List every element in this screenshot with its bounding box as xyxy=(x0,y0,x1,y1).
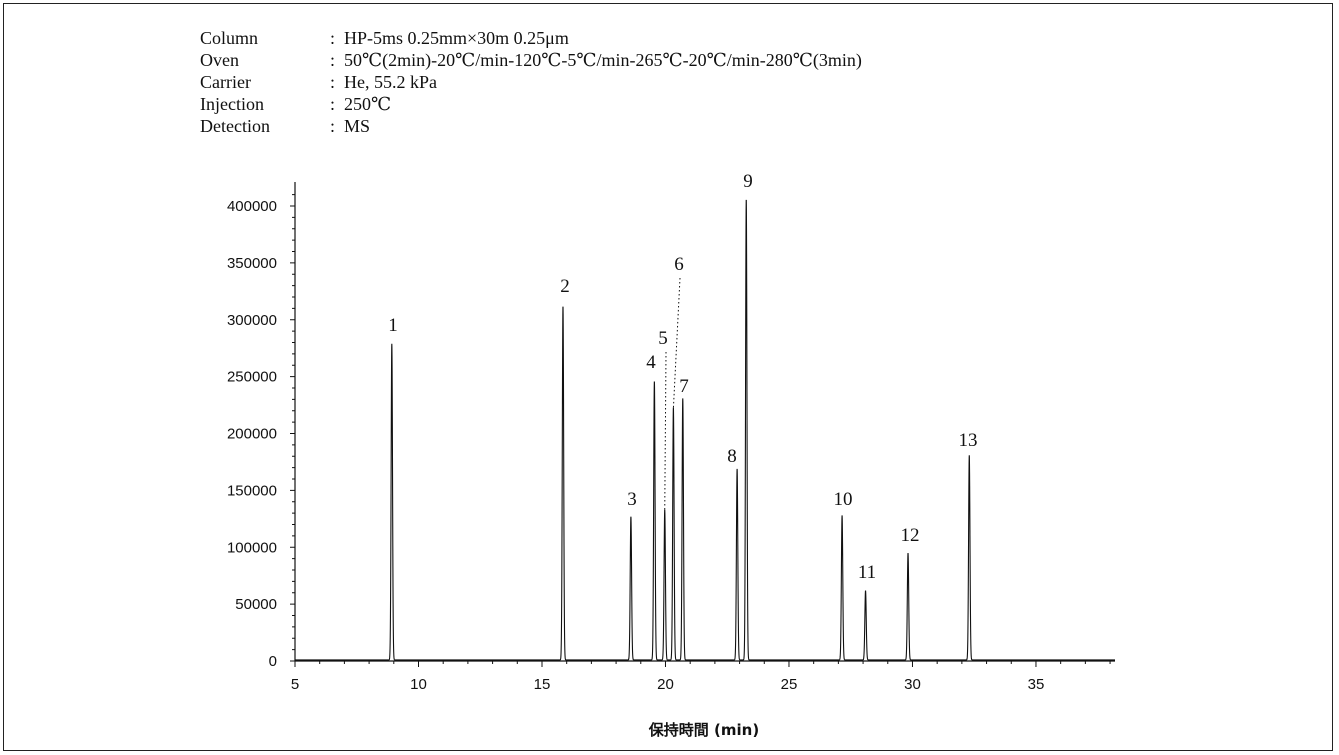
condition-separator: : xyxy=(330,94,336,114)
condition-separator: : xyxy=(330,72,336,92)
condition-label: Oven xyxy=(200,50,239,70)
peak-label-2: 2 xyxy=(560,276,570,297)
x-tick-label: 15 xyxy=(534,676,551,693)
condition-label: Column xyxy=(200,28,259,48)
peak-label-13: 13 xyxy=(959,430,978,451)
y-tick-label: 400000 xyxy=(227,198,277,215)
x-tick-label: 20 xyxy=(657,676,674,693)
analysis-conditions: Column : HP-5ms 0.25mm×30m 0.25μm Oven :… xyxy=(200,27,862,137)
y-tick-label: 0 xyxy=(269,653,277,670)
peak-label-5: 5 xyxy=(658,328,668,349)
peak-5-leader xyxy=(664,351,667,511)
condition-label: Injection xyxy=(200,94,264,114)
peak-label-10: 10 xyxy=(834,489,853,510)
condition-carrier: Carrier : He, 55.2 kPa xyxy=(200,71,862,93)
peak-6-leader xyxy=(672,277,681,409)
condition-value: 50℃(2min)-20℃/min-120℃-5℃/min-265℃-20℃/m… xyxy=(344,50,862,70)
condition-separator: : xyxy=(330,116,336,136)
y-tick-label: 150000 xyxy=(227,482,277,499)
condition-separator: : xyxy=(330,28,336,48)
condition-value: 250℃ xyxy=(344,94,392,114)
peak-label-7: 7 xyxy=(679,376,689,397)
y-axis-ticks: 0 50000 100000 150000 200000 250000 300000 3500… xyxy=(227,194,295,670)
condition-injection: Injection : 250℃ xyxy=(200,93,862,115)
y-tick-label: 350000 xyxy=(227,255,277,272)
x-axis-label: 保持時間 (min) xyxy=(648,721,759,739)
x-tick-label: 5 xyxy=(291,676,299,693)
peak-label-1: 1 xyxy=(388,315,398,336)
chromatogram-trace xyxy=(295,199,1115,661)
condition-value: HP-5ms 0.25mm×30m 0.25μm xyxy=(344,28,569,48)
condition-detection: Detection : MS xyxy=(200,115,862,137)
y-tick-label: 300000 xyxy=(227,312,277,329)
condition-label: Detection xyxy=(200,116,270,136)
peak-label-3: 3 xyxy=(627,489,637,510)
chart-axes xyxy=(294,182,1115,662)
x-tick-label: 35 xyxy=(1028,676,1045,693)
x-tick-label: 10 xyxy=(410,676,427,693)
y-tick-label: 250000 xyxy=(227,369,277,386)
x-tick-label: 30 xyxy=(904,676,921,693)
condition-oven: Oven : 50℃(2min)-20℃/min-120℃-5℃/min-265… xyxy=(200,49,862,71)
figure-frame xyxy=(3,3,1333,751)
y-tick-label: 200000 xyxy=(227,426,277,443)
peak-leader-lines xyxy=(664,277,681,511)
peak-label-9: 9 xyxy=(743,171,753,192)
condition-value: He, 55.2 kPa xyxy=(344,72,437,92)
y-tick-label: 50000 xyxy=(235,596,277,613)
x-tick-label: 25 xyxy=(781,676,798,693)
peak-label-12: 12 xyxy=(901,525,920,546)
y-tick-label: 100000 xyxy=(227,539,277,556)
condition-column: Column : HP-5ms 0.25mm×30m 0.25μm xyxy=(200,27,862,49)
peak-label-6: 6 xyxy=(674,254,684,275)
peak-label-8: 8 xyxy=(727,446,737,467)
condition-value: MS xyxy=(344,116,371,136)
x-axis-ticks: 5 10 15 20 25 30 35 xyxy=(291,661,1111,693)
condition-label: Carrier xyxy=(200,72,251,92)
condition-separator: : xyxy=(330,50,336,70)
peak-label-4: 4 xyxy=(646,352,656,373)
peak-label-11: 11 xyxy=(858,562,876,583)
